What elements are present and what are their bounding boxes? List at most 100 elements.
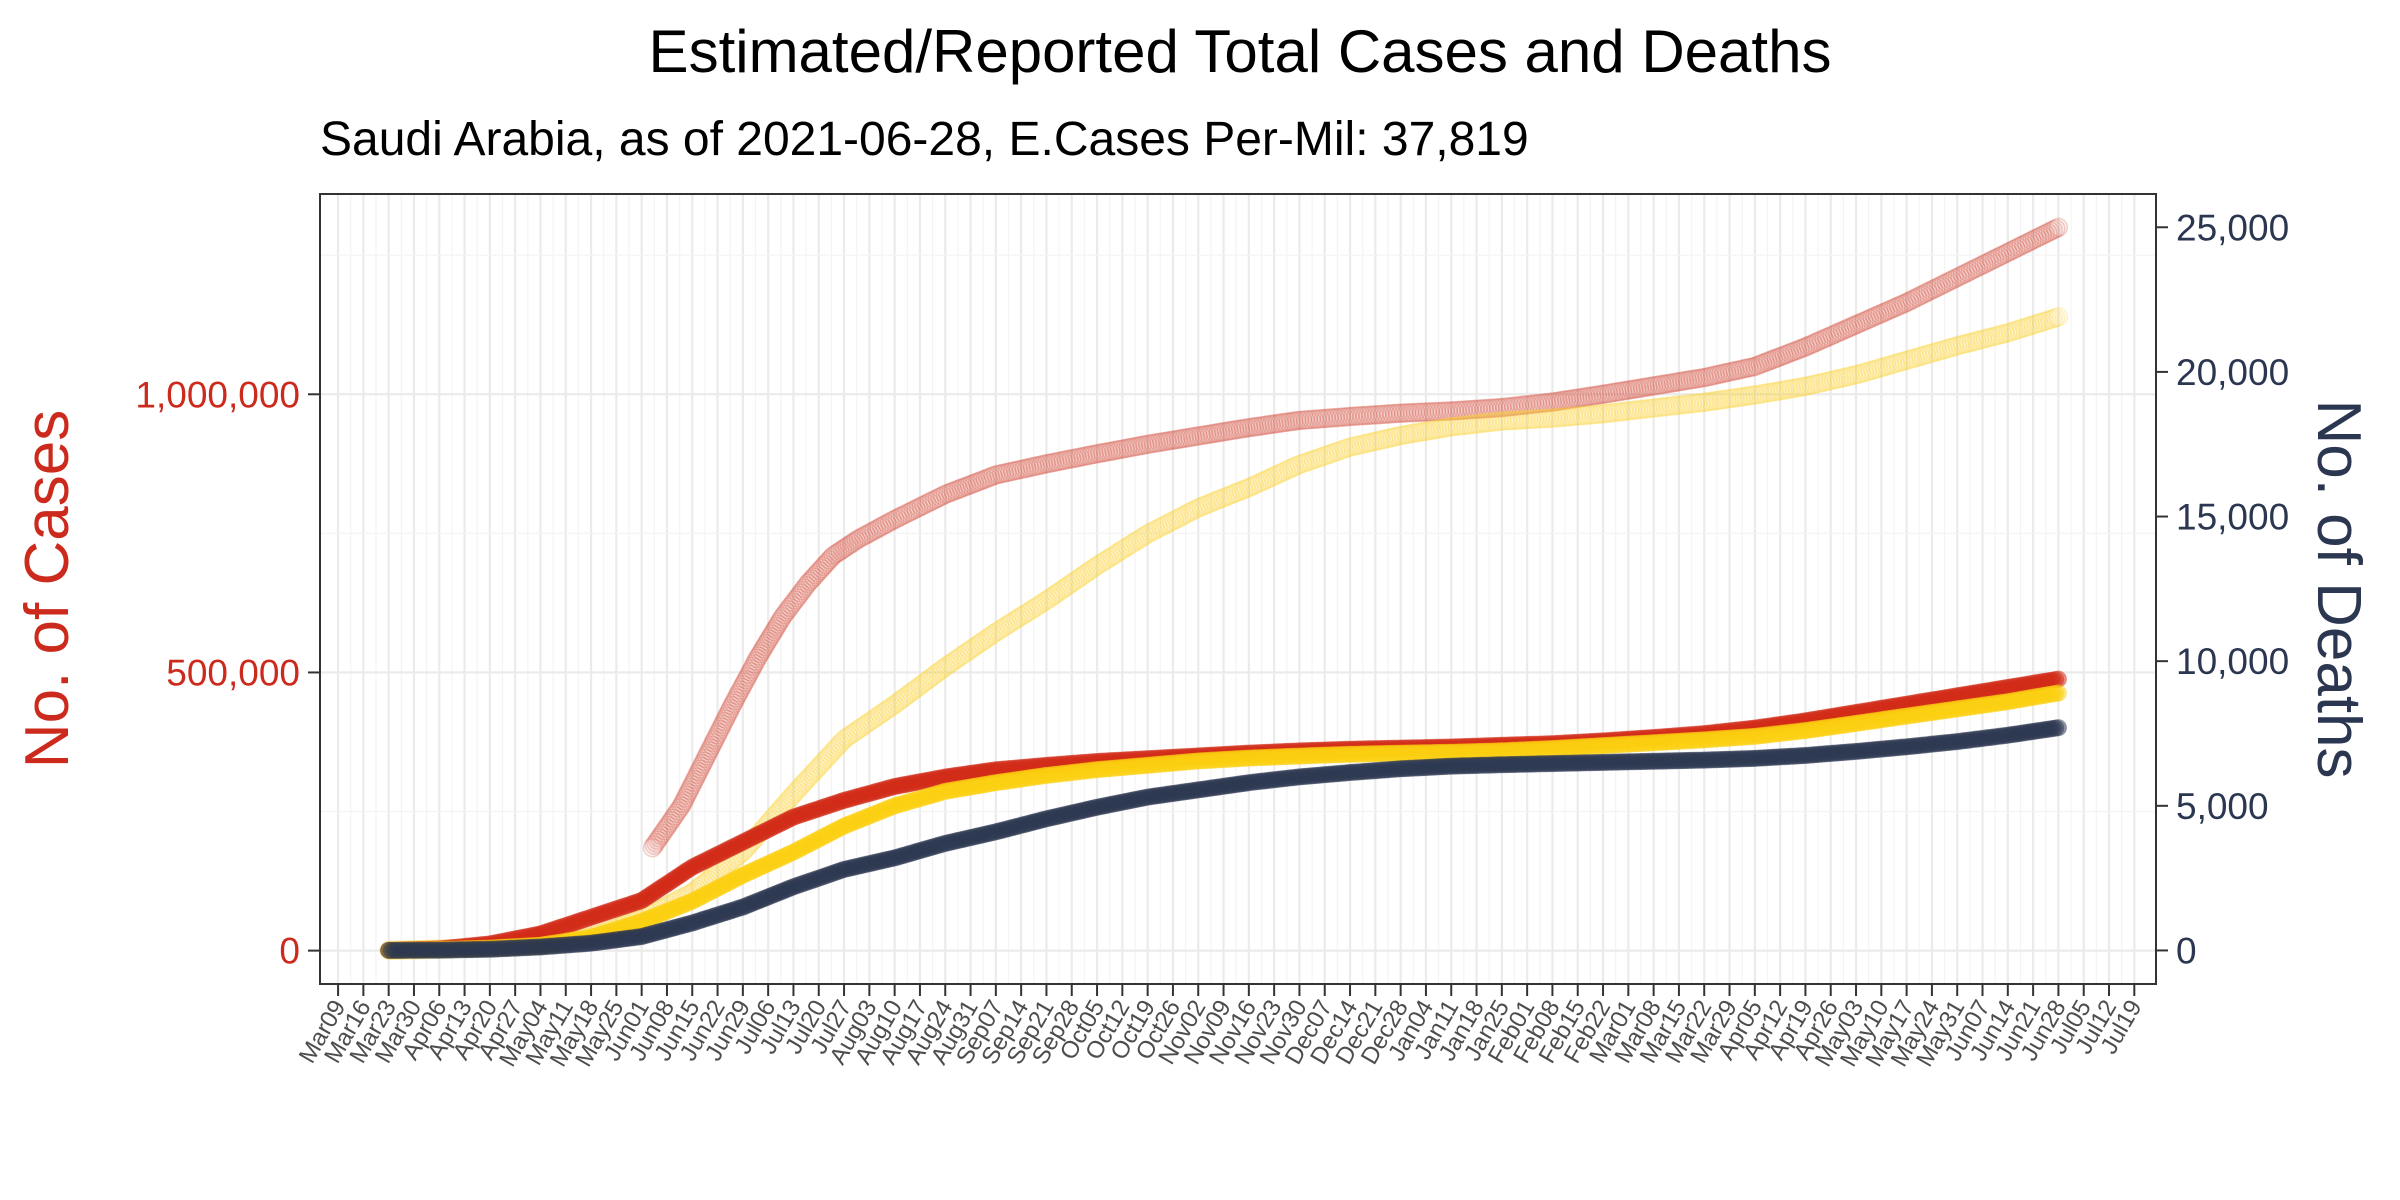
series-point	[2011, 236, 2031, 256]
series-point	[816, 749, 836, 769]
series-point	[978, 627, 999, 647]
series-point	[1870, 304, 1890, 324]
series-point	[703, 732, 724, 753]
series-point	[817, 552, 838, 572]
series-point	[1011, 459, 1031, 480]
series-point	[868, 706, 888, 726]
series-point	[1310, 409, 1331, 429]
series-point	[1565, 388, 1585, 409]
series-point	[1465, 399, 1485, 420]
series-point	[1160, 430, 1180, 451]
series-point	[1322, 408, 1342, 428]
series-point	[1053, 450, 1074, 471]
series-point	[1615, 380, 1636, 401]
series-point	[1545, 391, 1565, 412]
series-point	[1782, 342, 1802, 362]
series-point	[702, 735, 722, 756]
series-point	[993, 617, 1014, 638]
series-point	[1275, 412, 1296, 433]
series-point	[991, 619, 1011, 639]
series-point	[1180, 427, 1200, 448]
series-point	[1143, 433, 1164, 454]
x-axis: Mar09Mar16Mar23Mar30Apr06Apr13Apr20Apr27…	[294, 984, 2148, 1071]
series-point	[1888, 296, 1909, 316]
series-point	[1417, 402, 1438, 422]
series-point	[1140, 434, 1161, 454]
series-point	[1055, 577, 1076, 597]
series-point	[1731, 359, 1751, 380]
series-point	[1199, 424, 1220, 444]
series-point	[919, 492, 940, 513]
series-point	[1655, 374, 1675, 394]
series-point	[1056, 450, 1076, 470]
series-point	[1777, 344, 1797, 364]
series-point	[815, 554, 836, 574]
series-point	[1838, 318, 1858, 339]
series-point	[1118, 438, 1138, 458]
series-point	[716, 706, 737, 727]
series-point	[916, 493, 937, 514]
series-point	[1253, 415, 1273, 436]
series-point	[890, 507, 910, 527]
series-point	[1115, 438, 1135, 459]
series-point	[1459, 400, 1479, 420]
series-point	[872, 703, 893, 723]
series-point	[947, 648, 968, 669]
series-point	[1058, 575, 1078, 596]
series-point	[1295, 410, 1316, 430]
series-point	[785, 590, 806, 610]
series-point	[1745, 356, 1765, 377]
series-point	[997, 462, 1017, 483]
series-point	[1477, 398, 1497, 419]
series-point	[898, 503, 918, 523]
series-point	[1042, 452, 1062, 473]
series-point	[1883, 298, 1904, 319]
series-point	[1700, 366, 1720, 387]
series-point	[1444, 401, 1464, 421]
series-point	[865, 708, 886, 728]
series-point	[1527, 393, 1548, 414]
y-right-tick-label: 25,000	[2176, 207, 2289, 248]
series-point	[804, 567, 824, 587]
series-point	[2038, 222, 2058, 243]
series-point	[851, 717, 871, 738]
series-point	[737, 667, 758, 687]
series-point	[980, 467, 1001, 487]
series-point	[1801, 334, 1821, 355]
series-point	[1669, 372, 1689, 392]
series-point	[794, 578, 815, 598]
series-point	[1536, 392, 1557, 413]
series-point	[1194, 425, 1214, 445]
series-point	[1562, 389, 1582, 409]
series-point	[1753, 353, 1773, 374]
series-point	[1894, 293, 1914, 314]
series-point	[1024, 598, 1044, 619]
series-point	[1567, 388, 1588, 408]
series-point	[1926, 278, 1946, 298]
series-point	[1064, 448, 1085, 469]
series-point	[2049, 684, 2067, 702]
series-point	[1990, 246, 2010, 267]
series-point	[991, 463, 1012, 484]
series-point	[1230, 419, 1251, 439]
series-point	[926, 664, 946, 684]
series-point	[1104, 440, 1124, 461]
series-point	[894, 687, 914, 708]
series-point	[969, 634, 989, 654]
series-point	[1112, 439, 1133, 459]
series-point	[998, 614, 1019, 635]
series-point	[1912, 284, 1933, 305]
series-point	[1677, 370, 1698, 391]
series-point	[1862, 307, 1882, 328]
series-point	[1202, 423, 1223, 444]
series-point	[866, 519, 887, 539]
series-point	[1521, 394, 1542, 415]
series-point	[790, 583, 811, 603]
series-point	[1352, 405, 1372, 426]
series-point	[1657, 373, 1678, 394]
series-point	[839, 535, 860, 555]
series-point	[1081, 445, 1102, 465]
series-point	[962, 474, 982, 494]
y-axis-right-title: No. of Deaths	[2304, 399, 2373, 778]
series-point	[789, 585, 809, 606]
